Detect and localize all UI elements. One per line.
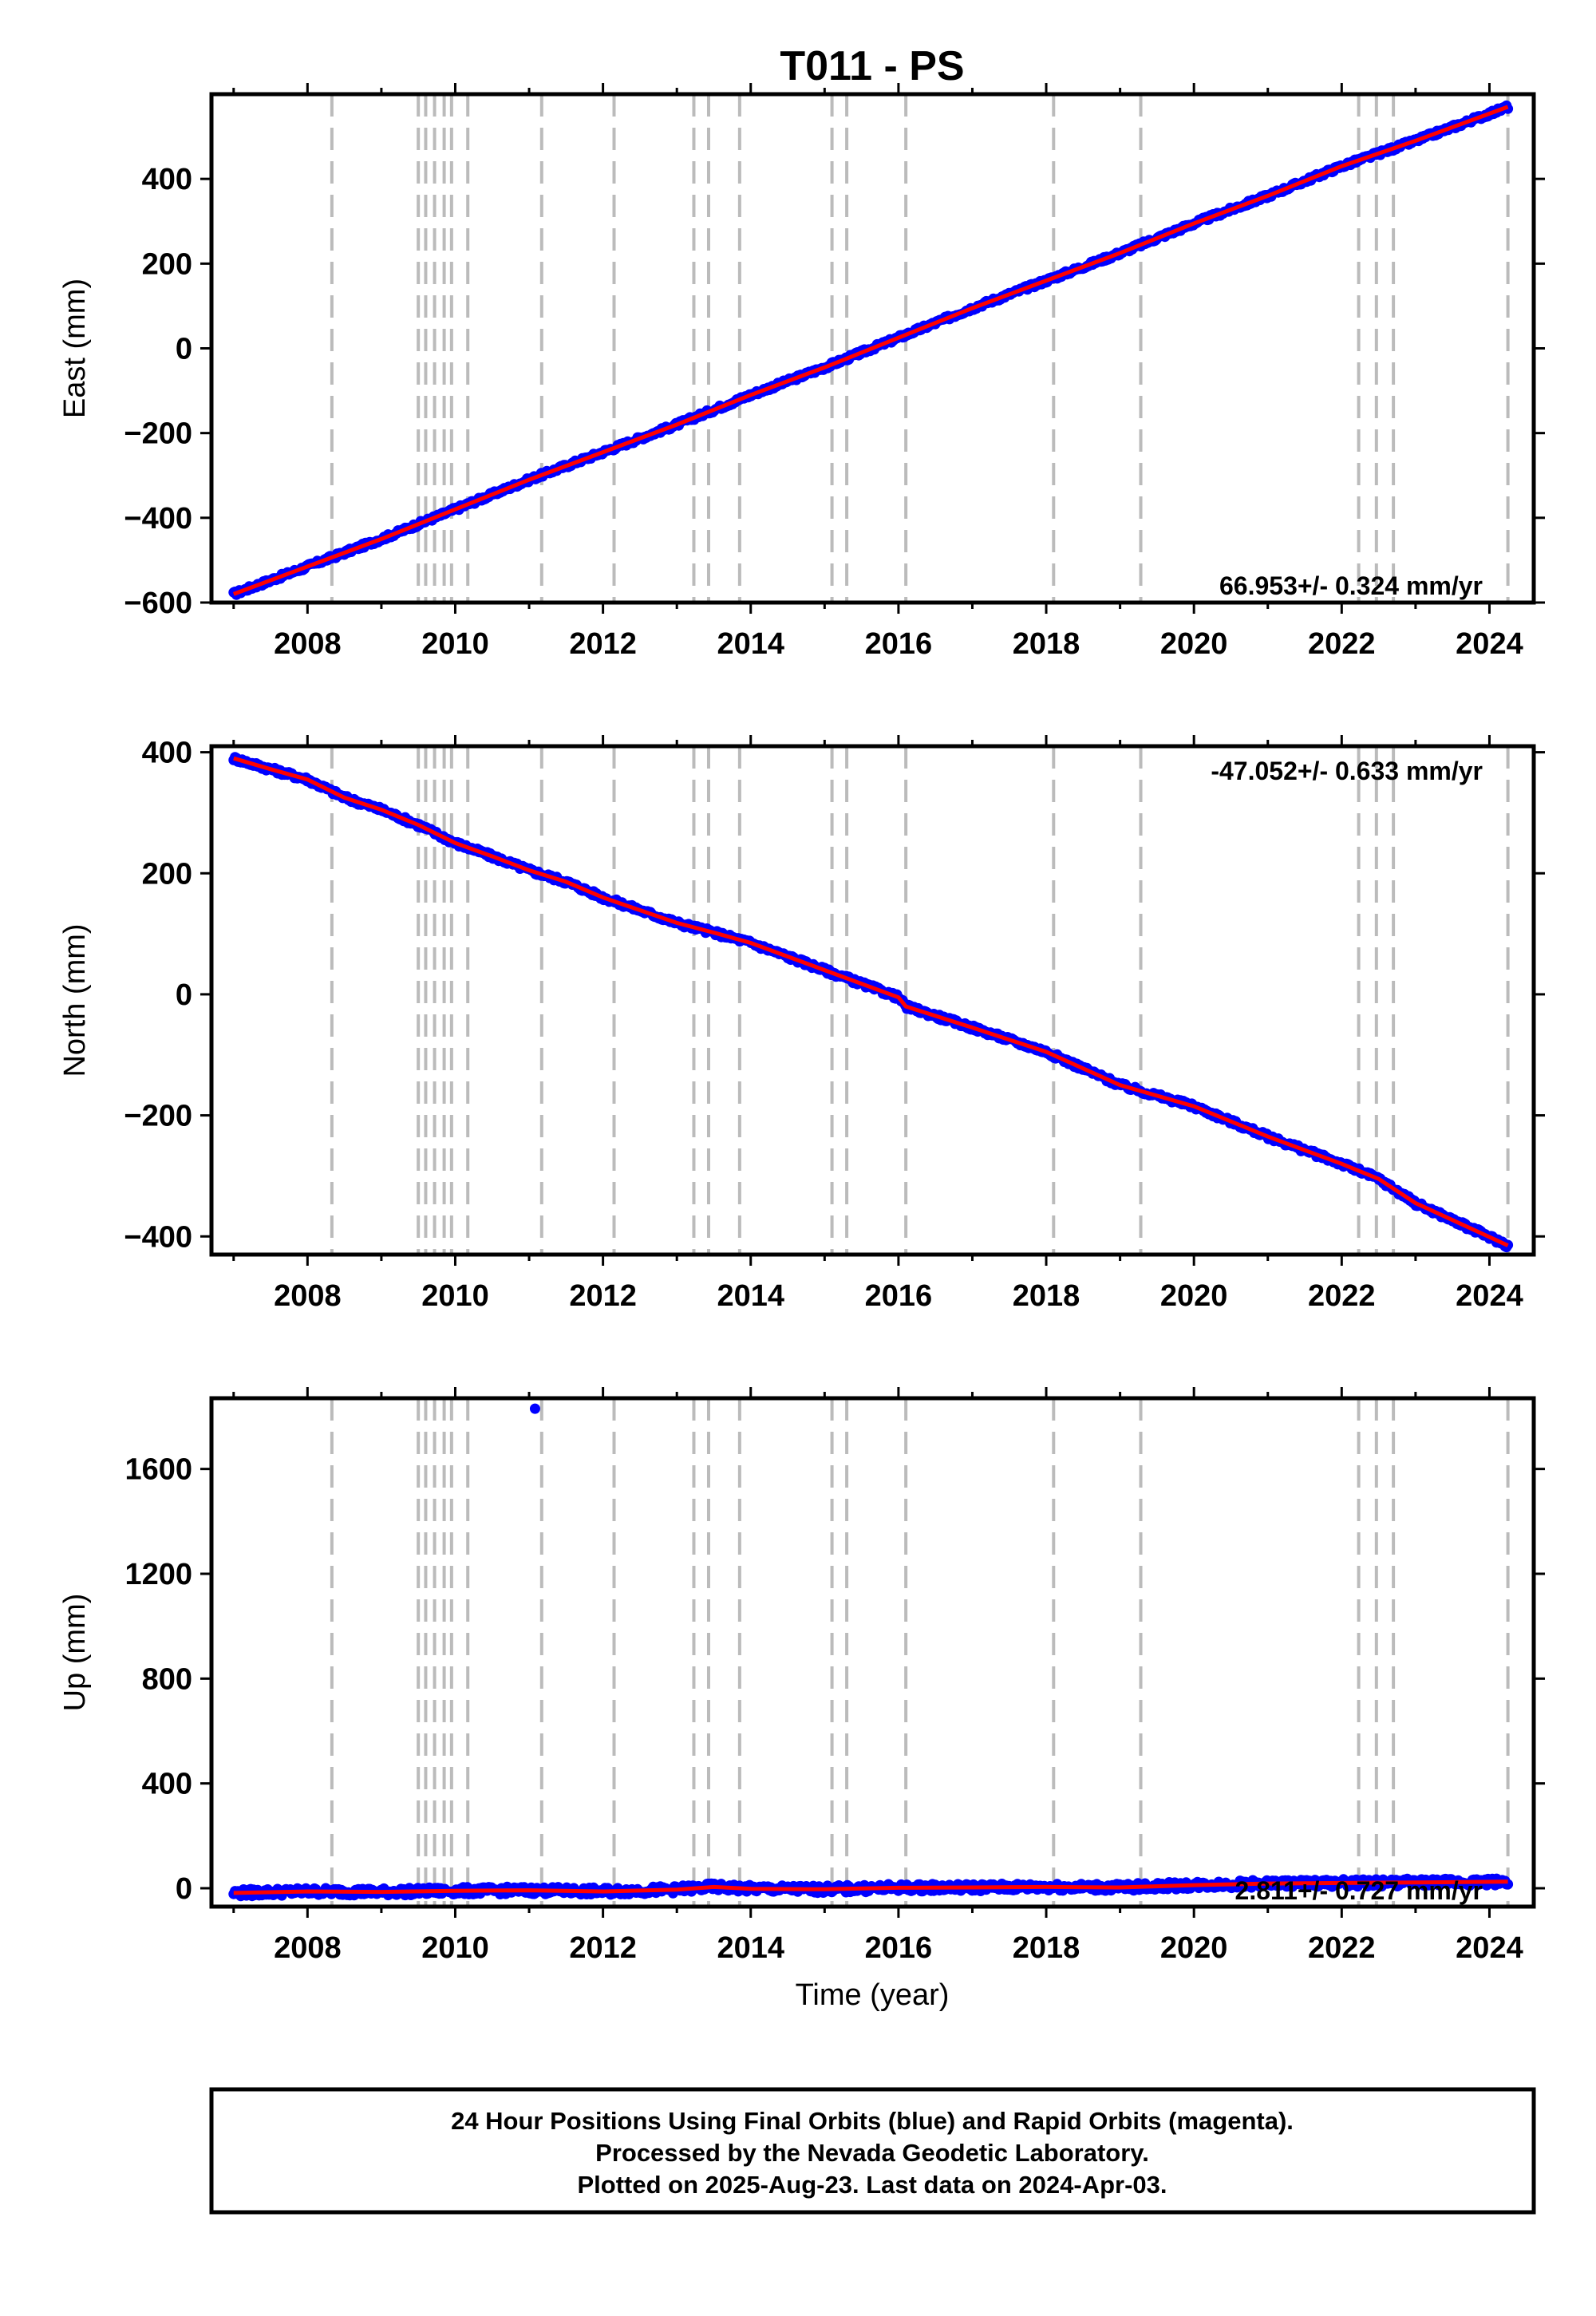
plot-background xyxy=(211,1398,1534,1907)
x-tick-label: 2010 xyxy=(421,627,489,661)
x-tick-label: 2014 xyxy=(717,1279,784,1313)
x-tick-label: 2022 xyxy=(1308,1931,1376,1965)
footer-line-2: Processed by the Nevada Geodetic Laborat… xyxy=(595,2139,1149,2167)
y-tick-label: 1600 xyxy=(124,1453,192,1487)
footer-frame xyxy=(209,2087,1536,2215)
chart-title: T011 - PS xyxy=(780,43,964,89)
x-tick-label: 2020 xyxy=(1160,627,1228,661)
x-tick-label: 2016 xyxy=(865,1931,933,1965)
model-fit-line xyxy=(232,105,1509,596)
x-tick-label: 2012 xyxy=(569,627,637,661)
model-fit-line xyxy=(233,1879,1508,1895)
x-tick-label: 2012 xyxy=(569,1279,637,1313)
x-tick-label: 2018 xyxy=(1013,627,1080,661)
y-tick-label: −200 xyxy=(124,417,192,451)
x-tick-label: 2024 xyxy=(1456,1279,1523,1313)
y-axis-label: North (mm) xyxy=(58,923,92,1077)
x-tick-label: 2022 xyxy=(1308,627,1376,661)
outlier-point xyxy=(529,1403,540,1414)
x-tick-label: 2010 xyxy=(421,1931,489,1965)
y-tick-label: 400 xyxy=(142,1768,192,1801)
x-tick-label: 2024 xyxy=(1456,627,1523,661)
y-tick-label: 400 xyxy=(142,737,192,770)
y-tick-label: 200 xyxy=(142,857,192,891)
x-tick-label: 2012 xyxy=(569,1931,637,1965)
panels: −600 −400 −200 0 200 400 2008 2010 2012 2014 2016 2… xyxy=(58,83,1545,1965)
x-tick-label: 2020 xyxy=(1160,1931,1228,1965)
x-tick-label: 2020 xyxy=(1160,1279,1228,1313)
plot-frame xyxy=(209,1396,1536,1909)
x-tick-label: 2018 xyxy=(1013,1931,1080,1965)
y-axis-label: East (mm) xyxy=(58,279,92,418)
x-tick-label: 2014 xyxy=(717,627,784,661)
y-tick-label: 0 xyxy=(176,1872,192,1906)
panel-north: −400 −200 0 200 400 2008 2010 2012 2014 2016 2018 2… xyxy=(58,735,1545,1313)
y-tick-label: 0 xyxy=(176,333,192,366)
x-tick-label: 2010 xyxy=(421,1279,489,1313)
y-tick-label: 400 xyxy=(142,163,192,196)
x-tick-label: 2024 xyxy=(1456,1931,1523,1965)
panel-up: 0 400 800 1200 1600 2008 2010 2012 2014 2016 2018 2… xyxy=(58,1387,1545,1965)
x-tick-label: 2018 xyxy=(1013,1279,1080,1313)
y-tick-label: −200 xyxy=(124,1100,192,1133)
x-tick-label: 2014 xyxy=(717,1931,784,1965)
x-tick-label: 2016 xyxy=(865,627,933,661)
footer-line-1: 24 Hour Positions Using Final Orbits (bl… xyxy=(451,2107,1294,2135)
footer-box: 24 Hour Positions Using Final Orbits (bl… xyxy=(209,2087,1536,2215)
y-tick-label: −400 xyxy=(124,1220,192,1254)
y-tick-label: 800 xyxy=(142,1662,192,1696)
x-tick-label: 2008 xyxy=(274,1931,342,1965)
x-tick-label: 2008 xyxy=(274,1279,342,1313)
x-tick-label: 2016 xyxy=(865,1279,933,1313)
velocity-label: 66.953+/- 0.324 mm/yr xyxy=(1219,571,1483,600)
model-fit-line xyxy=(233,756,1509,1247)
y-tick-label: 200 xyxy=(142,247,192,281)
plot-frame xyxy=(209,744,1536,1257)
y-tick-label: 0 xyxy=(176,978,192,1012)
y-tick-label: 1200 xyxy=(124,1558,192,1591)
y-tick-label: −400 xyxy=(124,502,192,536)
x-tick-label: 2022 xyxy=(1308,1279,1376,1313)
velocity-label: 2.811+/- 0.727 mm/yr xyxy=(1235,1876,1483,1905)
footer-line-3: Plotted on 2025-Aug-23. Last data on 202… xyxy=(577,2171,1167,2199)
velocity-label: -47.052+/- 0.633 mm/yr xyxy=(1211,757,1483,785)
x-axis-label: Time (year) xyxy=(796,1978,950,2012)
y-axis-label: Up (mm) xyxy=(58,1594,92,1712)
y-tick-label: −600 xyxy=(124,587,192,620)
panel-east: −600 −400 −200 0 200 400 2008 2010 2012 2014 2016 2… xyxy=(58,83,1545,661)
x-tick-label: 2008 xyxy=(274,627,342,661)
